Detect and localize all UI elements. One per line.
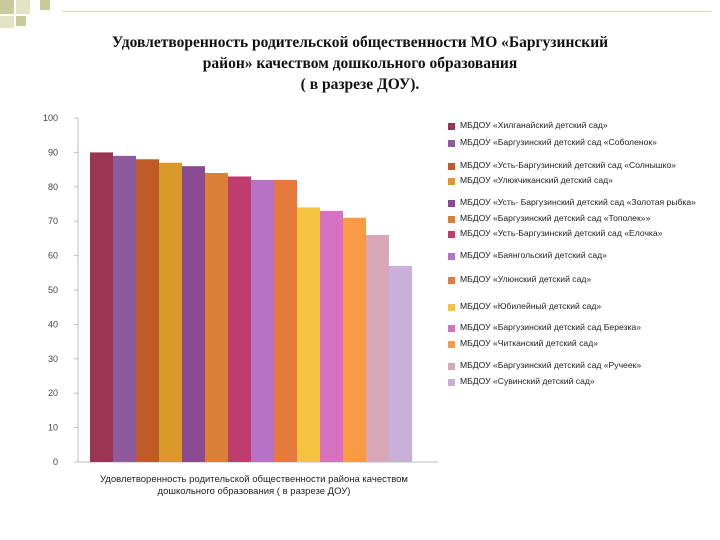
legend-swatch: [448, 178, 455, 186]
legend-item: МБДОУ «Баргузинский детский сад «Тополек…: [448, 213, 698, 224]
bar: [113, 155, 136, 462]
legend-swatch: [448, 277, 455, 285]
slide-title-line: Удовлетворенность родительской обществен…: [111, 34, 609, 51]
bar: [274, 179, 297, 463]
legend-label: МБДОУ «Баргузинский детский сад Березка»: [460, 322, 642, 333]
legend-item: МБДОУ «Усть-Баргузинский детский сад «Со…: [448, 160, 698, 171]
legend-label: МБДОУ «Баргузинский детский сад «Соболен…: [460, 137, 657, 148]
y-tick-label: 80: [48, 182, 58, 192]
x-category-label: дошкольного образования ( в разрезе ДОУ): [158, 486, 351, 497]
legend-swatch: [448, 162, 455, 170]
legend-label: МБДОУ «Хилганайский детский сад»: [460, 120, 608, 130]
legend-swatch: [448, 341, 455, 349]
legend-label: МБДОУ «Сувинский детский сад»: [460, 376, 595, 387]
legend-label: МБДОУ «Усть- Баргузинский детский сад «З…: [460, 196, 696, 207]
legend-label: МБДОУ «Улюнский детский сад»: [460, 274, 592, 285]
slide-title-line: район» качеством дошкольного образования: [202, 55, 518, 72]
legend-item: МБДОУ «Хилганайский детский сад»: [448, 120, 698, 131]
x-category-label: Удовлетворенность родительской обществен…: [100, 474, 408, 485]
y-tick-label: 10: [48, 423, 58, 433]
y-tick-label: 60: [48, 251, 58, 261]
legend-item: МБДОУ «Баргузинский детский сад Березка»: [448, 322, 698, 333]
legend-label: МБДОУ «Баргузинский детский сад «Ручеек»: [460, 359, 642, 370]
y-tick-label: 70: [48, 216, 58, 226]
legend-swatch: [448, 362, 455, 370]
chart-legend: МБДОУ «Хилганайский детский сад» МБДОУ «Б…: [448, 120, 698, 388]
legend-label: МБДОУ «Усть-Баргузинский детский сад «Со…: [460, 159, 677, 170]
legend-label: МБДОУ «Улюкчиканский детский сад»: [460, 175, 613, 186]
bar: [297, 207, 320, 462]
bar: [251, 179, 274, 463]
slide-title: Удовлетворенность родительской обществен…: [40, 32, 680, 95]
y-tick-label: 40: [48, 319, 58, 329]
legend-swatch: [448, 199, 455, 207]
slide-title-line: ( в разрезе ДОУ).: [300, 76, 420, 93]
bar: [90, 152, 113, 462]
legend-swatch: [448, 325, 455, 333]
y-tick-label: 90: [48, 147, 58, 157]
legend-item: МБДОУ «Баянгольский детский сад»: [448, 250, 698, 261]
legend-swatch: [448, 252, 455, 260]
y-tick-label: 30: [48, 354, 58, 364]
bar: [320, 210, 343, 462]
top-rule: [62, 11, 712, 12]
y-tick-label: 20: [48, 388, 58, 398]
legend-label: МБДОУ «Баргузинский детский сад «Тополек…: [460, 213, 651, 224]
legend-label: МБДОУ «Усть-Баргузинский детский сад «Ел…: [460, 228, 663, 239]
legend-swatch: [448, 140, 455, 148]
legend-item: МБДОУ «Баргузинский детский сад «Соболен…: [448, 137, 698, 148]
legend-swatch: [448, 379, 455, 387]
legend-swatch: [448, 123, 455, 130]
legend-item: МБДОУ «Улюкчиканский детский сад»: [448, 175, 698, 186]
legend-item: МБДОУ «Читканский детский сад»: [448, 338, 698, 349]
legend-item: МБДОУ «Усть- Баргузинский детский сад «З…: [448, 197, 698, 208]
legend-label: МБДОУ «Читканский детский сад»: [460, 338, 598, 349]
bar: [182, 166, 205, 462]
legend-swatch: [448, 303, 455, 311]
bar: [228, 176, 251, 463]
legend-swatch: [448, 231, 455, 239]
legend-swatch: [448, 216, 455, 224]
legend-label: МБДОУ «Баянгольский детский сад»: [460, 249, 607, 260]
bar: [389, 265, 412, 462]
y-tick-label: 0: [53, 457, 58, 467]
bar: [159, 162, 182, 462]
bar: [205, 173, 228, 463]
legend-item: МБДОУ «Усть-Баргузинский детский сад «Ел…: [448, 228, 698, 239]
legend-item: МБДОУ «Юбилейный детский сад»: [448, 301, 698, 312]
corner-decoration: [0, 0, 60, 41]
bar: [343, 217, 366, 462]
legend-item: МБДОУ «Сувинский детский сад»: [448, 376, 698, 387]
legend-item: МБДОУ «Баргузинский детский сад «Ручеек»: [448, 360, 698, 371]
bar: [136, 159, 159, 462]
bar: [366, 234, 389, 462]
legend-label: МБДОУ «Юбилейный детский сад»: [460, 300, 602, 311]
y-tick-label: 50: [48, 285, 58, 295]
y-tick-label: 100: [43, 113, 58, 123]
legend-item: МБДОУ «Улюнский детский сад»: [448, 274, 698, 285]
